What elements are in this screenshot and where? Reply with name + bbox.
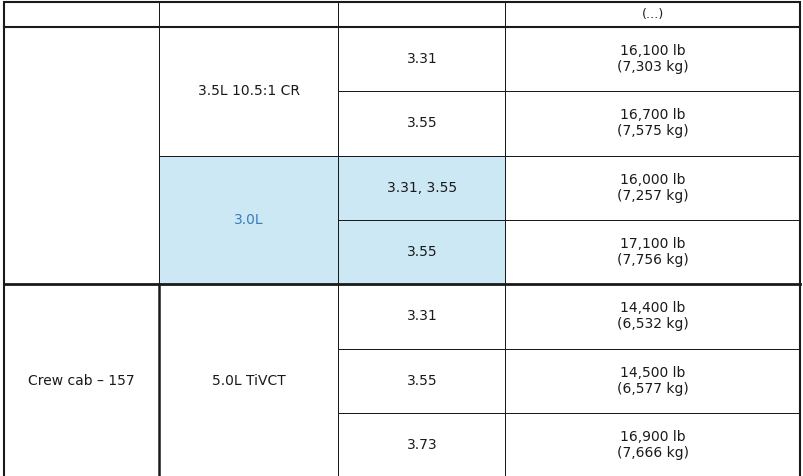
Text: 3.55: 3.55	[406, 374, 437, 387]
Text: 3.5L 10.5:1 CR: 3.5L 10.5:1 CR	[198, 84, 300, 98]
Bar	[159, 2, 338, 27]
Bar	[338, 156, 505, 220]
Bar	[505, 220, 799, 284]
Bar	[505, 284, 799, 348]
Bar	[338, 2, 505, 27]
Bar	[505, 413, 799, 476]
Bar	[159, 156, 338, 284]
Bar	[159, 2, 338, 27]
Text: 3.73: 3.73	[406, 438, 437, 452]
Bar	[338, 284, 505, 348]
Bar	[338, 156, 505, 220]
Bar	[505, 2, 799, 27]
Bar	[505, 27, 799, 91]
Text: 16,900 lb
(7,666 kg): 16,900 lb (7,666 kg)	[616, 430, 688, 460]
Bar	[159, 284, 338, 476]
Text: 16,100 lb
(7,303 kg): 16,100 lb (7,303 kg)	[616, 44, 687, 74]
Bar	[338, 220, 505, 284]
Text: (…): (…)	[641, 8, 663, 21]
Bar	[4, 2, 159, 27]
Bar	[338, 2, 505, 27]
Bar	[338, 27, 505, 91]
Bar	[338, 220, 505, 284]
Bar	[505, 156, 799, 220]
Bar	[338, 413, 505, 476]
Bar	[338, 413, 505, 476]
Text: 3.55: 3.55	[406, 116, 437, 130]
Bar	[159, 156, 338, 284]
Bar	[159, 27, 338, 156]
Bar	[338, 27, 505, 91]
Bar	[505, 91, 799, 156]
Text: 17,100 lb
(7,756 kg): 17,100 lb (7,756 kg)	[616, 237, 687, 267]
Text: 5.0L TiVCT: 5.0L TiVCT	[212, 374, 285, 387]
Bar	[4, 2, 159, 27]
Bar	[4, 27, 159, 284]
Bar	[159, 27, 338, 156]
Text: Crew cab – 157: Crew cab – 157	[28, 374, 135, 387]
Bar	[505, 284, 799, 348]
Text: 3.31: 3.31	[406, 309, 437, 323]
Text: 14,400 lb
(6,532 kg): 14,400 lb (6,532 kg)	[616, 301, 687, 331]
Text: 14,500 lb
(6,577 kg): 14,500 lb (6,577 kg)	[616, 366, 687, 396]
Bar	[338, 284, 505, 348]
Bar	[505, 348, 799, 413]
Text: 3.55: 3.55	[406, 245, 437, 259]
Bar	[505, 156, 799, 220]
Bar	[338, 348, 505, 413]
Bar	[505, 27, 799, 91]
Text: 3.31: 3.31	[406, 52, 437, 66]
Bar	[4, 27, 159, 284]
Bar	[338, 91, 505, 156]
Text: 3.31, 3.55: 3.31, 3.55	[386, 181, 456, 195]
Bar	[159, 284, 338, 476]
Bar	[4, 284, 159, 476]
Text: 16,700 lb
(7,575 kg): 16,700 lb (7,575 kg)	[616, 108, 687, 139]
Bar	[338, 348, 505, 413]
Bar	[505, 91, 799, 156]
Text: 16,000 lb
(7,257 kg): 16,000 lb (7,257 kg)	[616, 173, 687, 203]
Bar	[505, 413, 799, 476]
Bar	[338, 91, 505, 156]
Bar	[4, 284, 159, 476]
Bar	[505, 220, 799, 284]
Bar	[505, 348, 799, 413]
Text: 3.0L: 3.0L	[234, 213, 263, 227]
Bar	[505, 2, 799, 27]
